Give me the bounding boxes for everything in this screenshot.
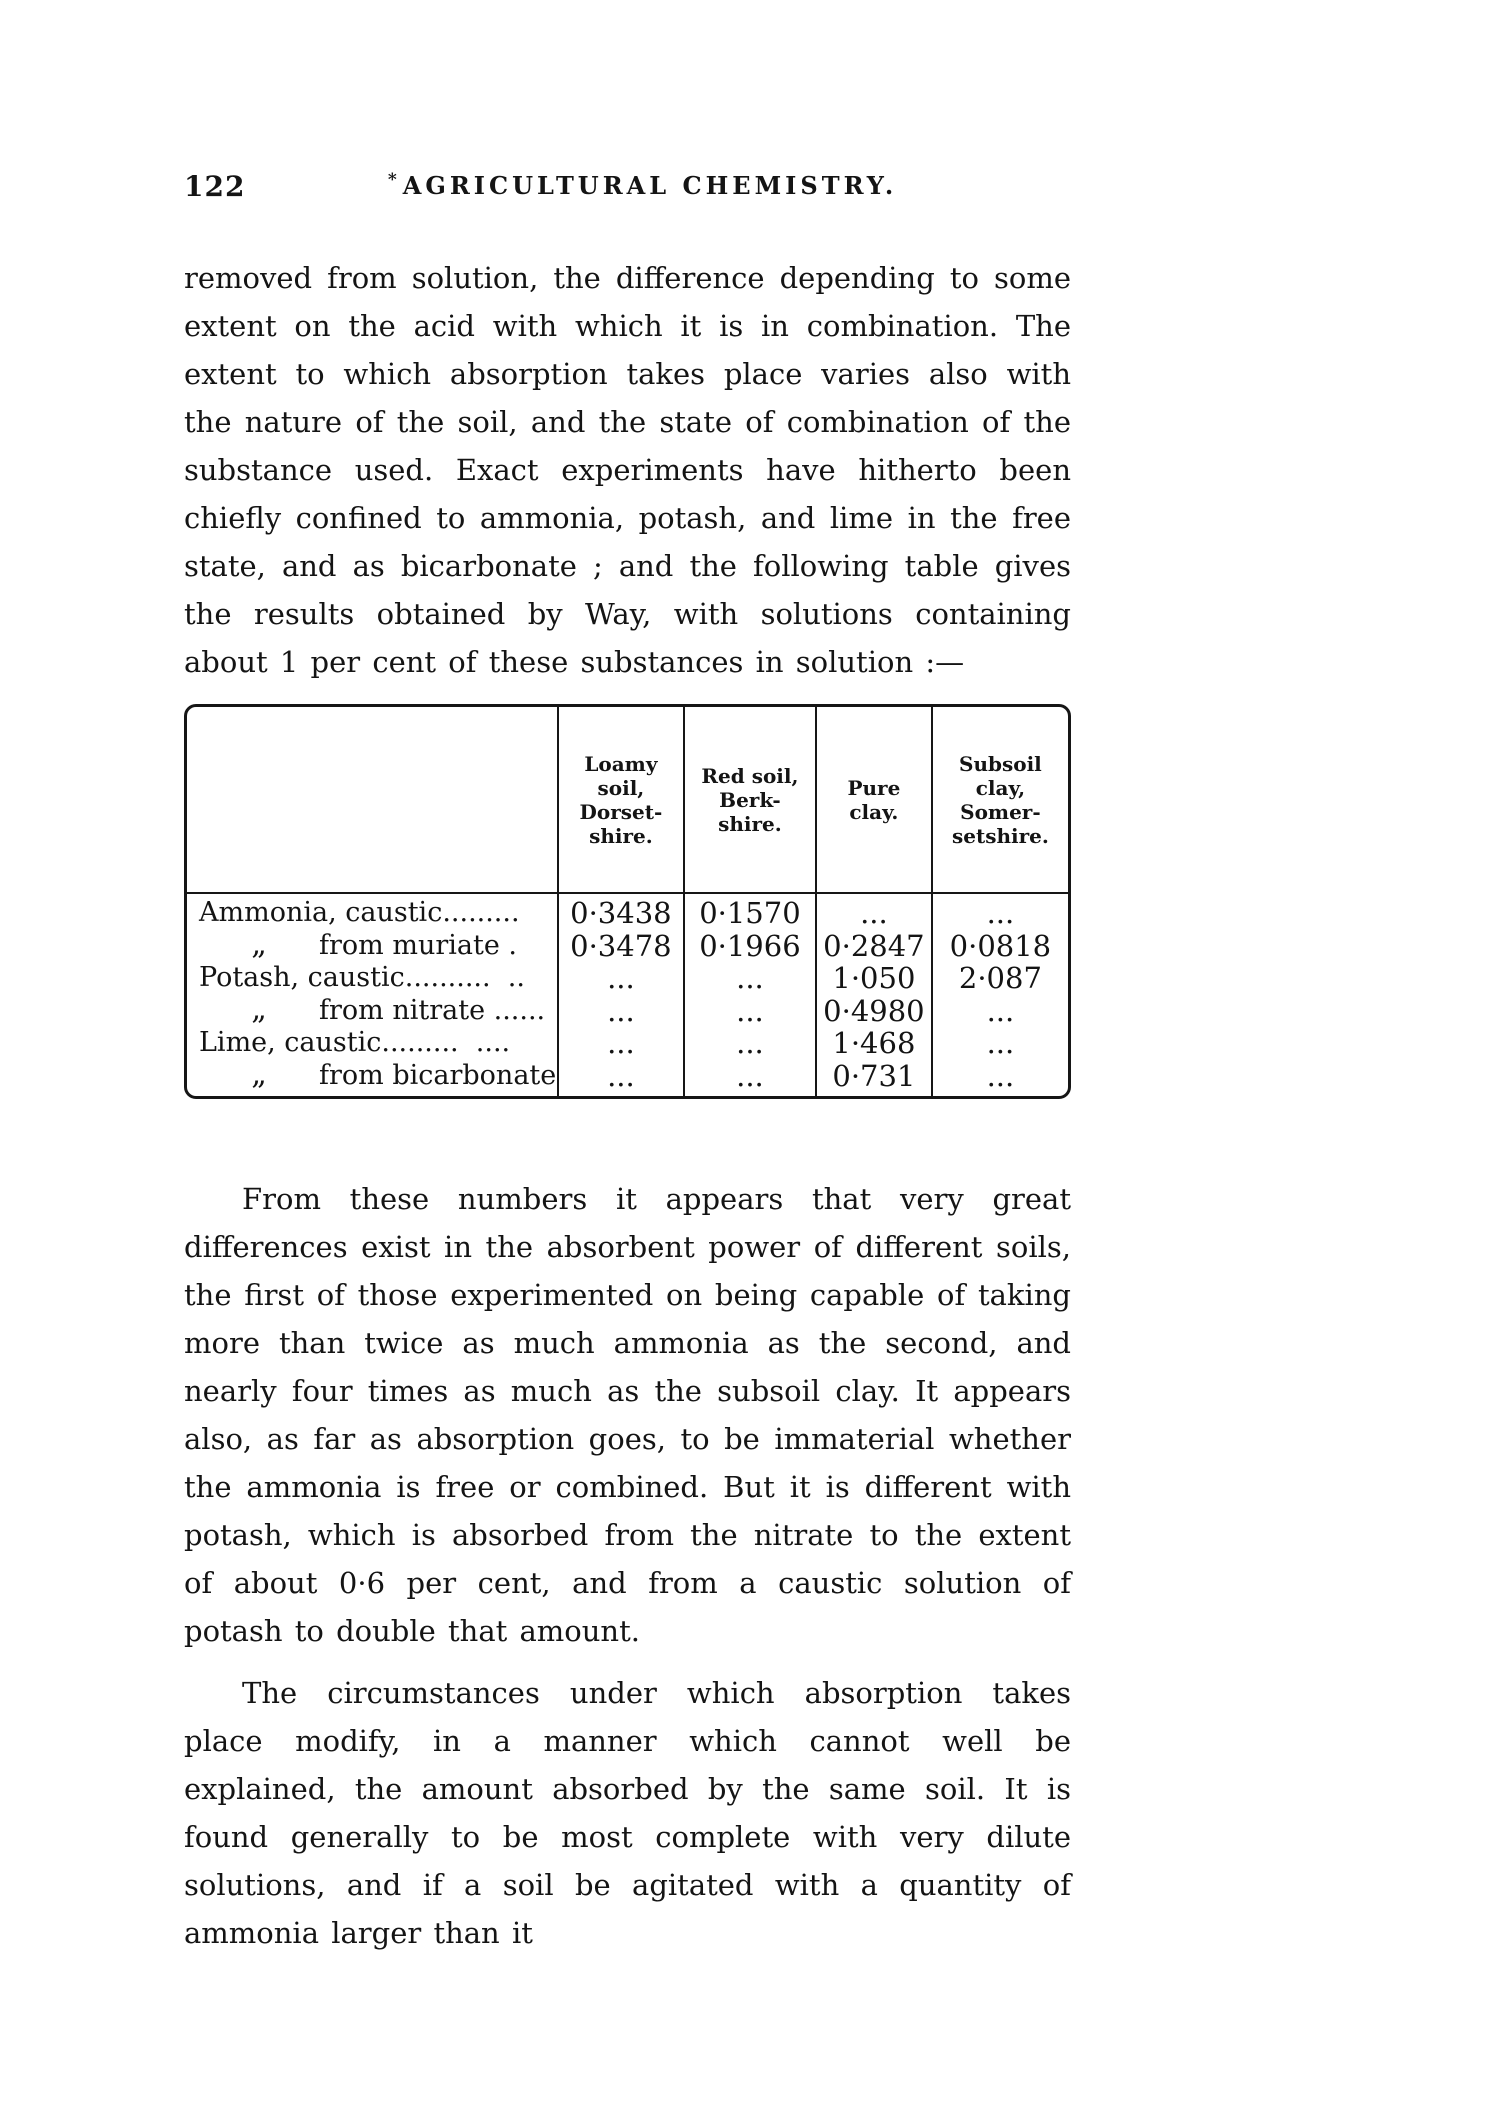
column-header-blank: [187, 707, 558, 894]
table-row: Ammonia, caustic......... 0·3438 0·1570 …: [187, 893, 1068, 929]
column-header-subsoil-clay: Subsoil clay, Somer- setshire.: [930, 707, 1068, 894]
value-cell: 0·3438: [556, 893, 684, 929]
value-cell: 1·050: [814, 962, 932, 994]
row-label-text: from nitrate ......: [319, 995, 546, 1026]
text-block: 122 * AGRICULTURAL CHEMISTRY. removed fro…: [184, 0, 1071, 1957]
table-row: „ from bicarbonate.. ... ... 0·731 ...: [187, 1059, 1068, 1096]
value-cell: 0·0818: [930, 929, 1068, 962]
value-cell: ...: [930, 1059, 1068, 1096]
table-row: Potash, caustic.......... .. ... ... 1·0…: [187, 962, 1068, 994]
value-cell: ...: [930, 893, 1068, 929]
table-row: Lime, caustic......... .... ... ... 1·46…: [187, 1027, 1068, 1059]
running-head-text: AGRICULTURAL CHEMISTRY.: [402, 171, 898, 200]
value-cell: ...: [682, 1027, 816, 1059]
value-cell: ...: [556, 994, 684, 1027]
running-head-title: * AGRICULTURAL CHEMISTRY.: [184, 170, 1071, 200]
value-cell: ...: [556, 1059, 684, 1096]
value-cell: 0·2847: [814, 929, 932, 962]
header-row: Loamy soil, Dorset- shire. Red soil, Ber…: [187, 707, 1068, 894]
value-cell: 2·087: [930, 962, 1068, 994]
value-cell: 1·468: [814, 1027, 932, 1059]
running-header: 122 * AGRICULTURAL CHEMISTRY.: [184, 170, 1071, 204]
value-cell: 0·731: [814, 1059, 932, 1096]
value-cell: ...: [930, 1027, 1068, 1059]
row-label-text: Potash, caustic.......... ..: [199, 962, 525, 993]
absorption-table-frame: Loamy soil, Dorset- shire. Red soil, Ber…: [184, 704, 1071, 1099]
value-cell: ...: [930, 994, 1068, 1027]
row-label-text: Lime, caustic......... ....: [199, 1027, 511, 1058]
printers-mark: *: [387, 170, 397, 190]
value-cell: ...: [556, 962, 684, 994]
value-cell: ...: [682, 962, 816, 994]
value-cell: 0·4980: [814, 994, 932, 1027]
ditto-mark: „: [251, 929, 267, 962]
table-row: „ from muriate . 0·3478 0·1966 0·2847 0·0…: [187, 929, 1068, 962]
row-label: „ from bicarbonate..: [187, 1059, 558, 1096]
value-cell: ...: [814, 893, 932, 929]
row-label: Potash, caustic.......... ..: [187, 962, 558, 994]
value-cell: ...: [682, 994, 816, 1027]
absorption-table: Loamy soil, Dorset- shire. Red soil, Ber…: [187, 707, 1068, 1096]
row-label-text: from bicarbonate..: [319, 1060, 558, 1091]
page-number: 122: [184, 170, 246, 203]
value-cell: 0·3478: [556, 929, 684, 962]
column-header-red-soil: Red soil, Berk- shire.: [682, 707, 816, 894]
value-cell: 0·1570: [682, 893, 816, 929]
value-cell: 0·1966: [682, 929, 816, 962]
value-cell: ...: [682, 1059, 816, 1096]
table-row: „ from nitrate ...... ... ... 0·4980 ...: [187, 994, 1068, 1027]
paragraph-intro: removed from solution, the difference de…: [184, 261, 1071, 679]
paragraph-discussion: From these numbers it appears that very …: [184, 1182, 1071, 1648]
row-label: Ammonia, caustic.........: [187, 893, 558, 929]
paragraph-circumstances: The circumstances under which absorption…: [184, 1676, 1071, 1950]
ditto-mark: „: [251, 994, 267, 1027]
ditto-mark: „: [251, 1059, 267, 1092]
row-label: „ from muriate .: [187, 929, 558, 962]
value-cell: ...: [556, 1027, 684, 1059]
column-header-pure-clay: Pure clay.: [814, 707, 932, 894]
row-label-text: from muriate .: [319, 930, 517, 961]
column-header-loamy-soil: Loamy soil, Dorset- shire.: [556, 707, 684, 894]
row-label: „ from nitrate ......: [187, 994, 558, 1027]
row-label: Lime, caustic......... ....: [187, 1027, 558, 1059]
row-label-text: Ammonia, caustic.........: [199, 897, 520, 928]
